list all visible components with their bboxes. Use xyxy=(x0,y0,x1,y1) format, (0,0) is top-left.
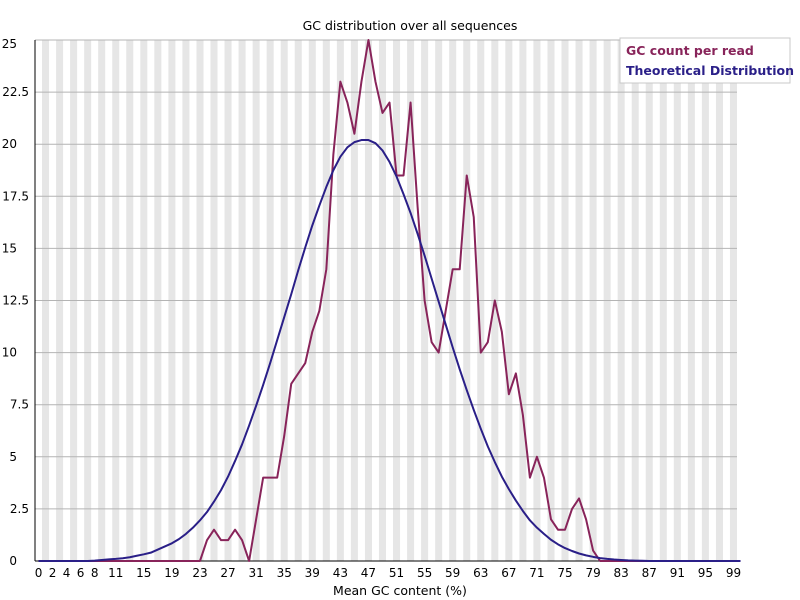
x-tick-label: 15 xyxy=(136,566,151,580)
x-tick-label: 0 xyxy=(35,566,43,580)
x-tick-label: 2 xyxy=(49,566,57,580)
x-tick-label: 43 xyxy=(333,566,348,580)
y-tick-label: 20 xyxy=(2,137,17,151)
x-tick-label: 23 xyxy=(192,566,207,580)
series-line-theoretical xyxy=(38,139,741,562)
y-tick-label: 25 xyxy=(2,37,17,51)
x-tick-label: 47 xyxy=(361,566,376,580)
y-tick-label: 10 xyxy=(2,346,17,360)
x-tick-label: 79 xyxy=(585,566,600,580)
y-tick-label: 7.5 xyxy=(10,398,29,412)
x-tick-label: 91 xyxy=(670,566,685,580)
x-tick-label: 6 xyxy=(77,566,85,580)
x-tick-label: 83 xyxy=(614,566,629,580)
series-lines xyxy=(38,39,741,562)
x-tick-label: 51 xyxy=(389,566,404,580)
x-tick-label: 19 xyxy=(164,566,179,580)
x-axis-label: Mean GC content (%) xyxy=(333,583,467,598)
x-tick-label: 63 xyxy=(473,566,488,580)
x-tick-label: 99 xyxy=(726,566,741,580)
legend-item-gc-count: GC count per read xyxy=(626,43,754,58)
y-tick-label: 12.5 xyxy=(2,294,29,308)
x-tick-label: 35 xyxy=(277,566,292,580)
x-tick-label: 59 xyxy=(445,566,460,580)
y-tick-label: 5 xyxy=(9,450,17,464)
x-tick-label: 95 xyxy=(698,566,713,580)
x-tick-label: 31 xyxy=(248,566,263,580)
legend-box xyxy=(619,37,791,84)
y-tick-label: 22.5 xyxy=(2,85,29,99)
x-tick-label: 4 xyxy=(63,566,71,580)
y-axis-ticks: 0 2.5 5 7.5 10 12.5 15 17.5 20 22.5 25 xyxy=(2,37,29,568)
x-tick-label: 8 xyxy=(91,566,99,580)
x-tick-label: 67 xyxy=(501,566,516,580)
x-tick-label: 71 xyxy=(529,566,544,580)
x-tick-label: 75 xyxy=(557,566,572,580)
x-tick-label: 55 xyxy=(417,566,432,580)
x-tick-label: 87 xyxy=(642,566,657,580)
x-tick-label: 11 xyxy=(108,566,123,580)
y-tick-label: 0 xyxy=(9,554,17,568)
legend: GC count per read Theoretical Distributi… xyxy=(619,37,794,84)
y-tick-label: 2.5 xyxy=(10,502,29,516)
x-axis-ticks: 0 2 4 6 8 11 15 19 23 27 31 35 39 43 47 51 55 59 63 67 71 75 7… xyxy=(35,566,741,580)
y-tick-label: 15 xyxy=(2,241,17,255)
chart-title: GC distribution over all sequences xyxy=(303,18,518,33)
y-tick-label: 17.5 xyxy=(2,189,29,203)
legend-item-theoretical: Theoretical Distribution xyxy=(626,63,794,78)
x-tick-label: 27 xyxy=(220,566,235,580)
x-tick-label: 39 xyxy=(305,566,320,580)
